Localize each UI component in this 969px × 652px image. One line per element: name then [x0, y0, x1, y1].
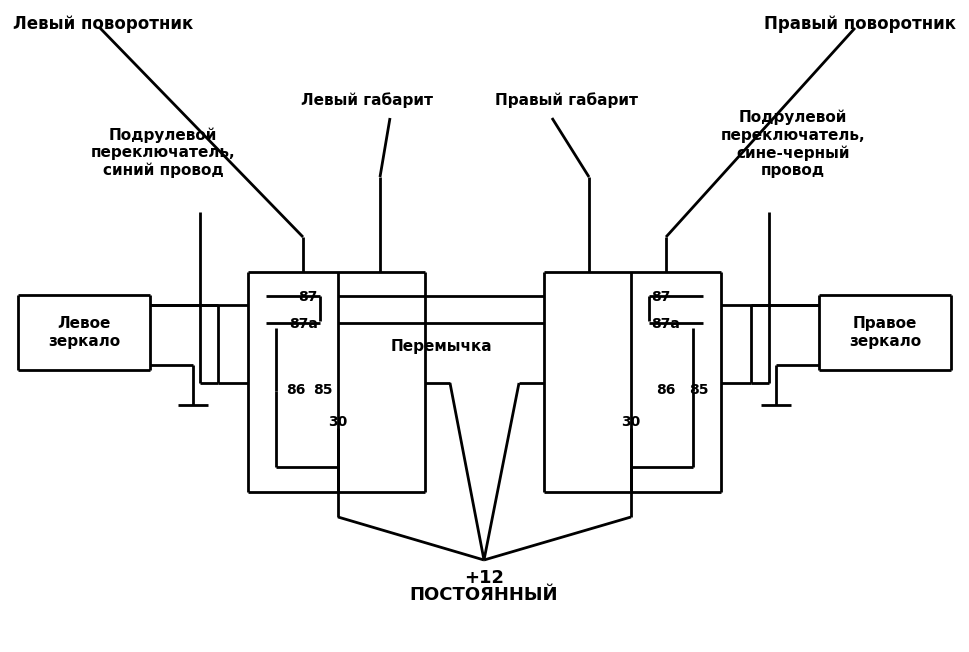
Text: 87: 87 [298, 290, 318, 304]
Text: Левый поворотник: Левый поворотник [13, 15, 193, 33]
Text: 30: 30 [328, 415, 348, 429]
Text: +12: +12 [464, 569, 504, 587]
Text: 86: 86 [656, 383, 675, 397]
Text: 30: 30 [621, 415, 641, 429]
Text: Левый габарит: Левый габарит [301, 93, 433, 108]
Text: Правый габарит: Правый габарит [495, 93, 639, 108]
Text: Левое
зеркало: Левое зеркало [47, 316, 120, 349]
Text: 87а: 87а [651, 317, 680, 331]
Text: ПОСТОЯННЫЙ: ПОСТОЯННЫЙ [410, 586, 558, 604]
Text: 87а: 87а [289, 317, 318, 331]
Text: 86: 86 [286, 383, 305, 397]
Text: 85: 85 [689, 383, 708, 397]
Text: Правое
зеркало: Правое зеркало [849, 316, 922, 349]
Text: 87: 87 [651, 290, 671, 304]
Text: Правый поворотник: Правый поворотник [764, 15, 956, 33]
Text: Подрулевой
переключатель,
синий провод: Подрулевой переключатель, синий провод [91, 127, 235, 178]
Text: 85: 85 [313, 383, 332, 397]
Text: Перемычка: Перемычка [391, 339, 492, 354]
Text: Подрулевой
переключатель,
сине-черный
провод: Подрулевой переключатель, сине-черный пр… [721, 110, 865, 178]
